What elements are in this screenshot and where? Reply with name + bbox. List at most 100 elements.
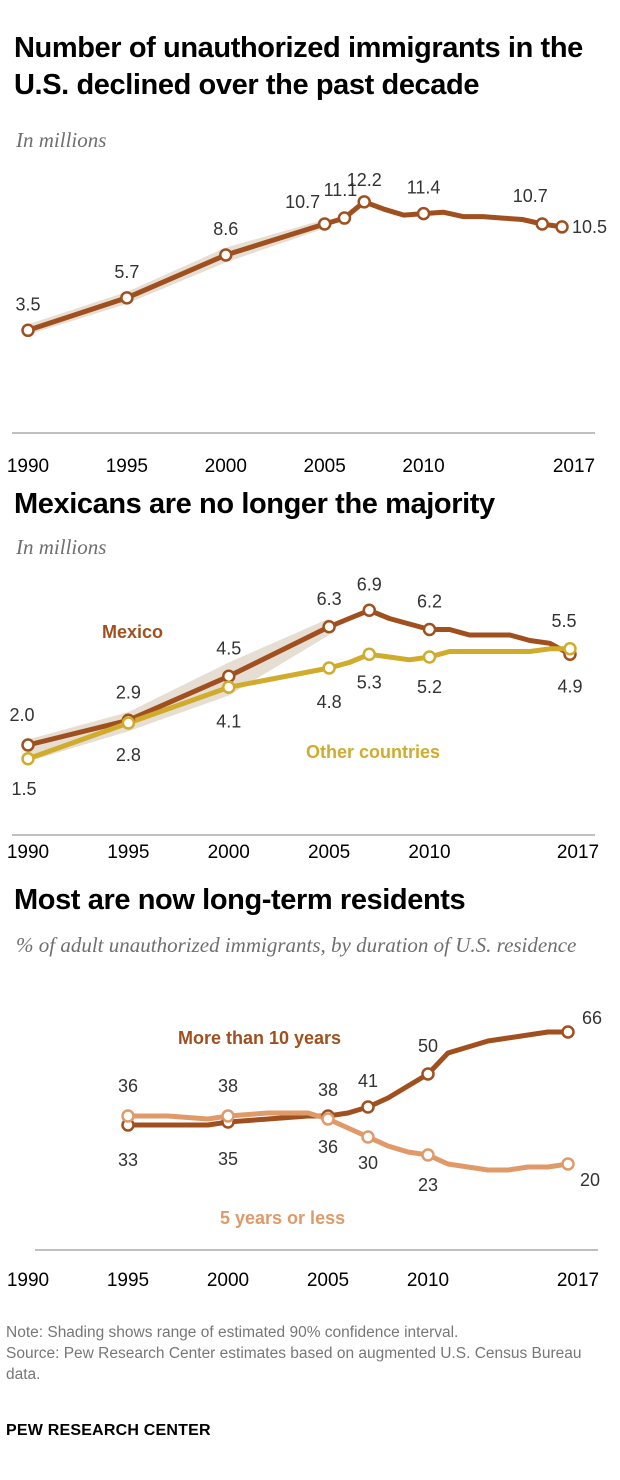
data-label: 10.7 [285, 192, 320, 212]
data-label: 41 [358, 1071, 378, 1091]
data-point [421, 1067, 435, 1081]
data-label: 35 [218, 1149, 238, 1169]
data-point [317, 217, 332, 231]
data-point [21, 752, 35, 766]
data-label: 6.3 [317, 589, 342, 609]
note-text: Note: Shading shows range of estimated 9… [6, 1324, 459, 1341]
chart3-svg: 1990 1995 2000 2005 2010 2017 33 35 38 41 50 66 36 38… [7, 1008, 602, 1291]
data-point [21, 738, 35, 752]
x-tick-label: 1995 [107, 842, 149, 863]
data-label: 12.2 [347, 170, 382, 190]
data-point [561, 1025, 575, 1039]
x-tick-label: 2000 [205, 456, 247, 477]
x-tick-label: 2017 [557, 842, 599, 863]
data-label: 10.7 [513, 186, 548, 206]
data-point [322, 620, 336, 634]
data-point [221, 1109, 235, 1123]
data-label: 11.1 [324, 180, 358, 200]
series-line-other-countries [25, 646, 573, 762]
data-label: 38 [318, 1080, 338, 1100]
data-label: 2.0 [9, 705, 34, 725]
x-tick-label: 1990 [7, 842, 49, 863]
data-label: 2.8 [116, 745, 141, 765]
data-label: 36 [118, 1076, 138, 1096]
data-label: 38 [218, 1076, 238, 1096]
series-line-5-years-or-less [125, 1110, 571, 1173]
data-label: 3.5 [15, 294, 40, 314]
chart2-subtitle: In millions [16, 535, 107, 559]
series-legend-label: Other countries [306, 742, 440, 762]
data-point [362, 603, 377, 617]
data-point [21, 323, 35, 338]
data-label: 6.9 [357, 574, 382, 594]
x-tick-label: 2017 [553, 456, 595, 477]
data-label: 5.2 [417, 677, 442, 697]
x-tick-label: 2000 [208, 842, 250, 863]
data-label: 66 [582, 1008, 602, 1028]
x-tick-label: 2005 [308, 842, 350, 863]
x-tick-label: 2005 [307, 1270, 349, 1291]
chart2-svg: 1990 1995 2000 2005 2010 2017 2.0 2.9 4.5 6.3 6.9 6… [7, 574, 599, 863]
data-point [555, 220, 569, 234]
series-line-mexico [25, 607, 573, 748]
data-point [357, 195, 371, 209]
data-point [421, 1148, 435, 1162]
data-label: 5.3 [357, 672, 382, 692]
data-point [221, 669, 236, 683]
data-label: 5.5 [551, 611, 576, 631]
source-text: Source: Pew Research Center estimates ba… [6, 1345, 582, 1383]
data-point [121, 716, 136, 730]
data-label: 4.1 [216, 711, 241, 731]
brand-logo-text: PEW RESEARCH CENTER [6, 1422, 211, 1439]
footnote: Note: Shading shows range of estimated 9… [6, 1322, 606, 1385]
data-label: 1.5 [11, 779, 36, 799]
x-tick-label: 1995 [107, 1270, 149, 1291]
data-point [535, 217, 549, 231]
x-tick-label: 1990 [7, 1270, 49, 1291]
x-tick-label: 1995 [106, 456, 148, 477]
data-label: 2.9 [116, 682, 141, 702]
data-point [561, 1157, 575, 1171]
data-label: 23 [418, 1175, 438, 1195]
data-label: 11.4 [407, 178, 441, 198]
data-label: 6.2 [417, 592, 442, 612]
chart3-subtitle: % of adult unauthorized immigrants, by d… [16, 933, 577, 957]
data-label: 20 [580, 1170, 600, 1190]
data-point [221, 680, 236, 694]
data-label: 50 [418, 1036, 438, 1056]
x-tick-label: 2010 [402, 456, 444, 477]
data-point [361, 1130, 375, 1144]
series-legend-label: More than 10 years [178, 1028, 341, 1048]
data-label: 4.5 [216, 638, 241, 658]
data-point [416, 206, 431, 221]
series-line-total [25, 199, 565, 333]
data-point [337, 211, 352, 225]
x-tick-label: 2010 [408, 842, 450, 863]
x-tick-label: 2017 [557, 1270, 599, 1291]
data-label: 8.6 [213, 219, 238, 239]
chart1-title: Number of unauthorized immigrants in the… [14, 32, 583, 101]
data-label: 5.7 [114, 262, 139, 282]
data-label: 10.5 [572, 217, 607, 237]
data-label: 33 [118, 1150, 138, 1170]
x-tick-label: 1990 [7, 456, 49, 477]
data-point [321, 1112, 335, 1126]
chart1-subtitle: In millions [16, 128, 107, 152]
data-point [361, 1100, 375, 1114]
x-tick-label: 2005 [304, 456, 346, 477]
data-label: 4.9 [557, 676, 582, 696]
data-point [563, 642, 577, 656]
data-label: 30 [358, 1153, 378, 1173]
data-label: 4.8 [317, 692, 342, 712]
data-point [322, 661, 336, 675]
data-point [120, 291, 134, 305]
x-tick-label: 2010 [407, 1270, 449, 1291]
data-point [422, 622, 437, 637]
data-point [422, 650, 437, 664]
series-legend-label: 5 years or less [220, 1208, 345, 1228]
data-label: 36 [318, 1137, 338, 1157]
series-legend-label: Mexico [102, 622, 163, 642]
chart3-title: Most are now long-term residents [14, 884, 466, 916]
chart2-title: Mexicans are no longer the majority [14, 488, 495, 520]
chart1-svg: 1990 1995 2000 2005 2010 20173.55.78.610.711.… [7, 170, 607, 477]
